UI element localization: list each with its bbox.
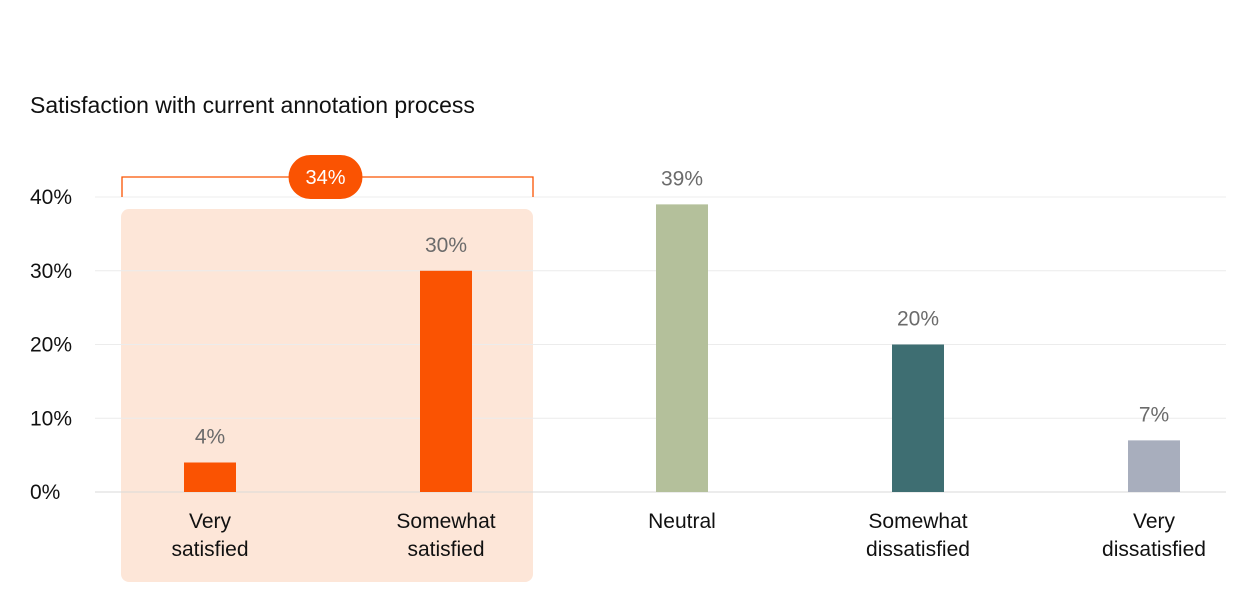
value-label: 7% (1139, 403, 1169, 426)
highlight-pill (288, 155, 363, 199)
bar (656, 204, 708, 492)
highlight-bracket (121, 176, 534, 197)
category-label: satisfied (407, 538, 484, 561)
category-label: dissatisfied (1102, 538, 1206, 561)
category-label: Very (189, 510, 232, 533)
category-label: Neutral (648, 510, 716, 533)
y-tick-label: 10% (30, 407, 72, 430)
bar (892, 344, 944, 492)
bar (1128, 440, 1180, 492)
value-label: 4% (195, 426, 225, 449)
category-label: Very (1133, 510, 1176, 533)
category-label: Somewhat (396, 510, 495, 533)
chart-title: Satisfaction with current annotation pro… (30, 92, 475, 118)
value-label: 30% (425, 234, 467, 257)
y-tick-label: 0% (30, 481, 60, 504)
y-tick-label: 20% (30, 334, 72, 357)
value-label: 39% (661, 167, 703, 190)
category-label: satisfied (171, 538, 248, 561)
y-tick-label: 40% (30, 186, 72, 209)
highlight-total-label: 34% (305, 167, 345, 189)
bar (420, 270, 472, 492)
category-label: dissatisfied (866, 538, 970, 561)
category-label: Somewhat (868, 510, 967, 533)
value-label: 20% (897, 308, 939, 331)
bar (184, 462, 236, 492)
y-tick-label: 30% (30, 260, 72, 283)
